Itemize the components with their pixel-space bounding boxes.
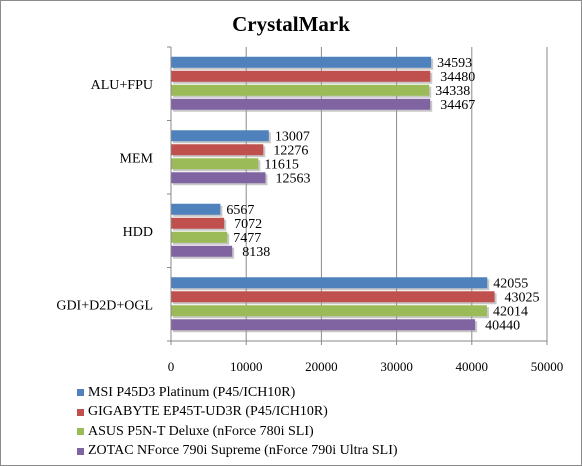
data-label: 34480 (440, 70, 475, 85)
bar (171, 172, 266, 184)
data-label: 34467 (440, 98, 475, 113)
x-tick-label: 20000 (305, 359, 338, 374)
x-tick-label: 30000 (380, 359, 413, 374)
legend-swatch (77, 408, 84, 416)
data-label: 11615 (264, 157, 298, 172)
bar (171, 158, 259, 170)
data-label: 12276 (273, 143, 308, 158)
data-label: 43025 (505, 290, 540, 305)
data-label: 34338 (435, 84, 470, 99)
bar (171, 203, 221, 215)
legend-item: GIGABYTE EP45T-UD3R (P45/ICH10R) (77, 403, 398, 423)
bar (171, 56, 432, 68)
legend-swatch (77, 389, 84, 397)
bar (171, 130, 269, 142)
data-label: 42014 (493, 304, 528, 319)
data-label: 12563 (275, 171, 310, 186)
x-tick-label: 40000 (456, 359, 489, 374)
data-label: 8138 (242, 245, 270, 260)
legend-swatch (77, 428, 84, 436)
legend-item: ASUS P5N-T Deluxe (nForce 780i SLI) (77, 422, 398, 442)
category-label: ALU+FPU (91, 78, 153, 93)
bar (171, 291, 495, 303)
bars (171, 56, 497, 333)
data-label: 13007 (275, 129, 310, 144)
legend-item: ZOTAC NForce 790i Supreme (nForce 790i U… (77, 442, 398, 462)
category-label: MEM (120, 151, 154, 166)
data-label: 7477 (233, 231, 261, 246)
legend-item: MSI P45D3 Platinum (P45/ICH10R) (77, 383, 398, 403)
bar (171, 144, 264, 156)
legend-label: MSI P45D3 Platinum (P45/ICH10R) (88, 384, 296, 400)
x-tick-label: 50000 (531, 359, 564, 374)
bar (171, 70, 431, 82)
data-label: 6567 (226, 203, 254, 218)
legend-swatch (77, 447, 84, 455)
category-label: GDI+D2D+OGL (56, 298, 153, 313)
bar (171, 84, 430, 96)
legend-label: ASUS P5N-T Deluxe (nForce 780i SLI) (88, 423, 314, 439)
legend-label: GIGABYTE EP45T-UD3R (P45/ICH10R) (88, 404, 328, 420)
legend: MSI P45D3 Platinum (P45/ICH10R) GIGABYTE … (77, 383, 398, 461)
chart-title: CrystalMark (232, 12, 350, 36)
bar (171, 98, 431, 110)
data-label: 34593 (437, 56, 472, 71)
bar (171, 245, 233, 257)
data-label: 7072 (234, 217, 262, 232)
x-tick-label: 0 (168, 359, 175, 374)
data-label: 42055 (493, 276, 528, 291)
bar (171, 319, 476, 331)
bar (171, 231, 228, 243)
category-label: HDD (123, 225, 153, 240)
data-label: 40440 (485, 318, 520, 333)
x-tick-label: 10000 (230, 359, 263, 374)
bar (171, 305, 487, 317)
bar (171, 277, 488, 289)
axes: 0 10000 20000 30000 40000 50000 ALU+FPU MEM HDD G… (56, 46, 564, 374)
legend-label: ZOTAC NForce 790i Supreme (nForce 790i U… (88, 443, 398, 459)
bar (171, 217, 225, 229)
